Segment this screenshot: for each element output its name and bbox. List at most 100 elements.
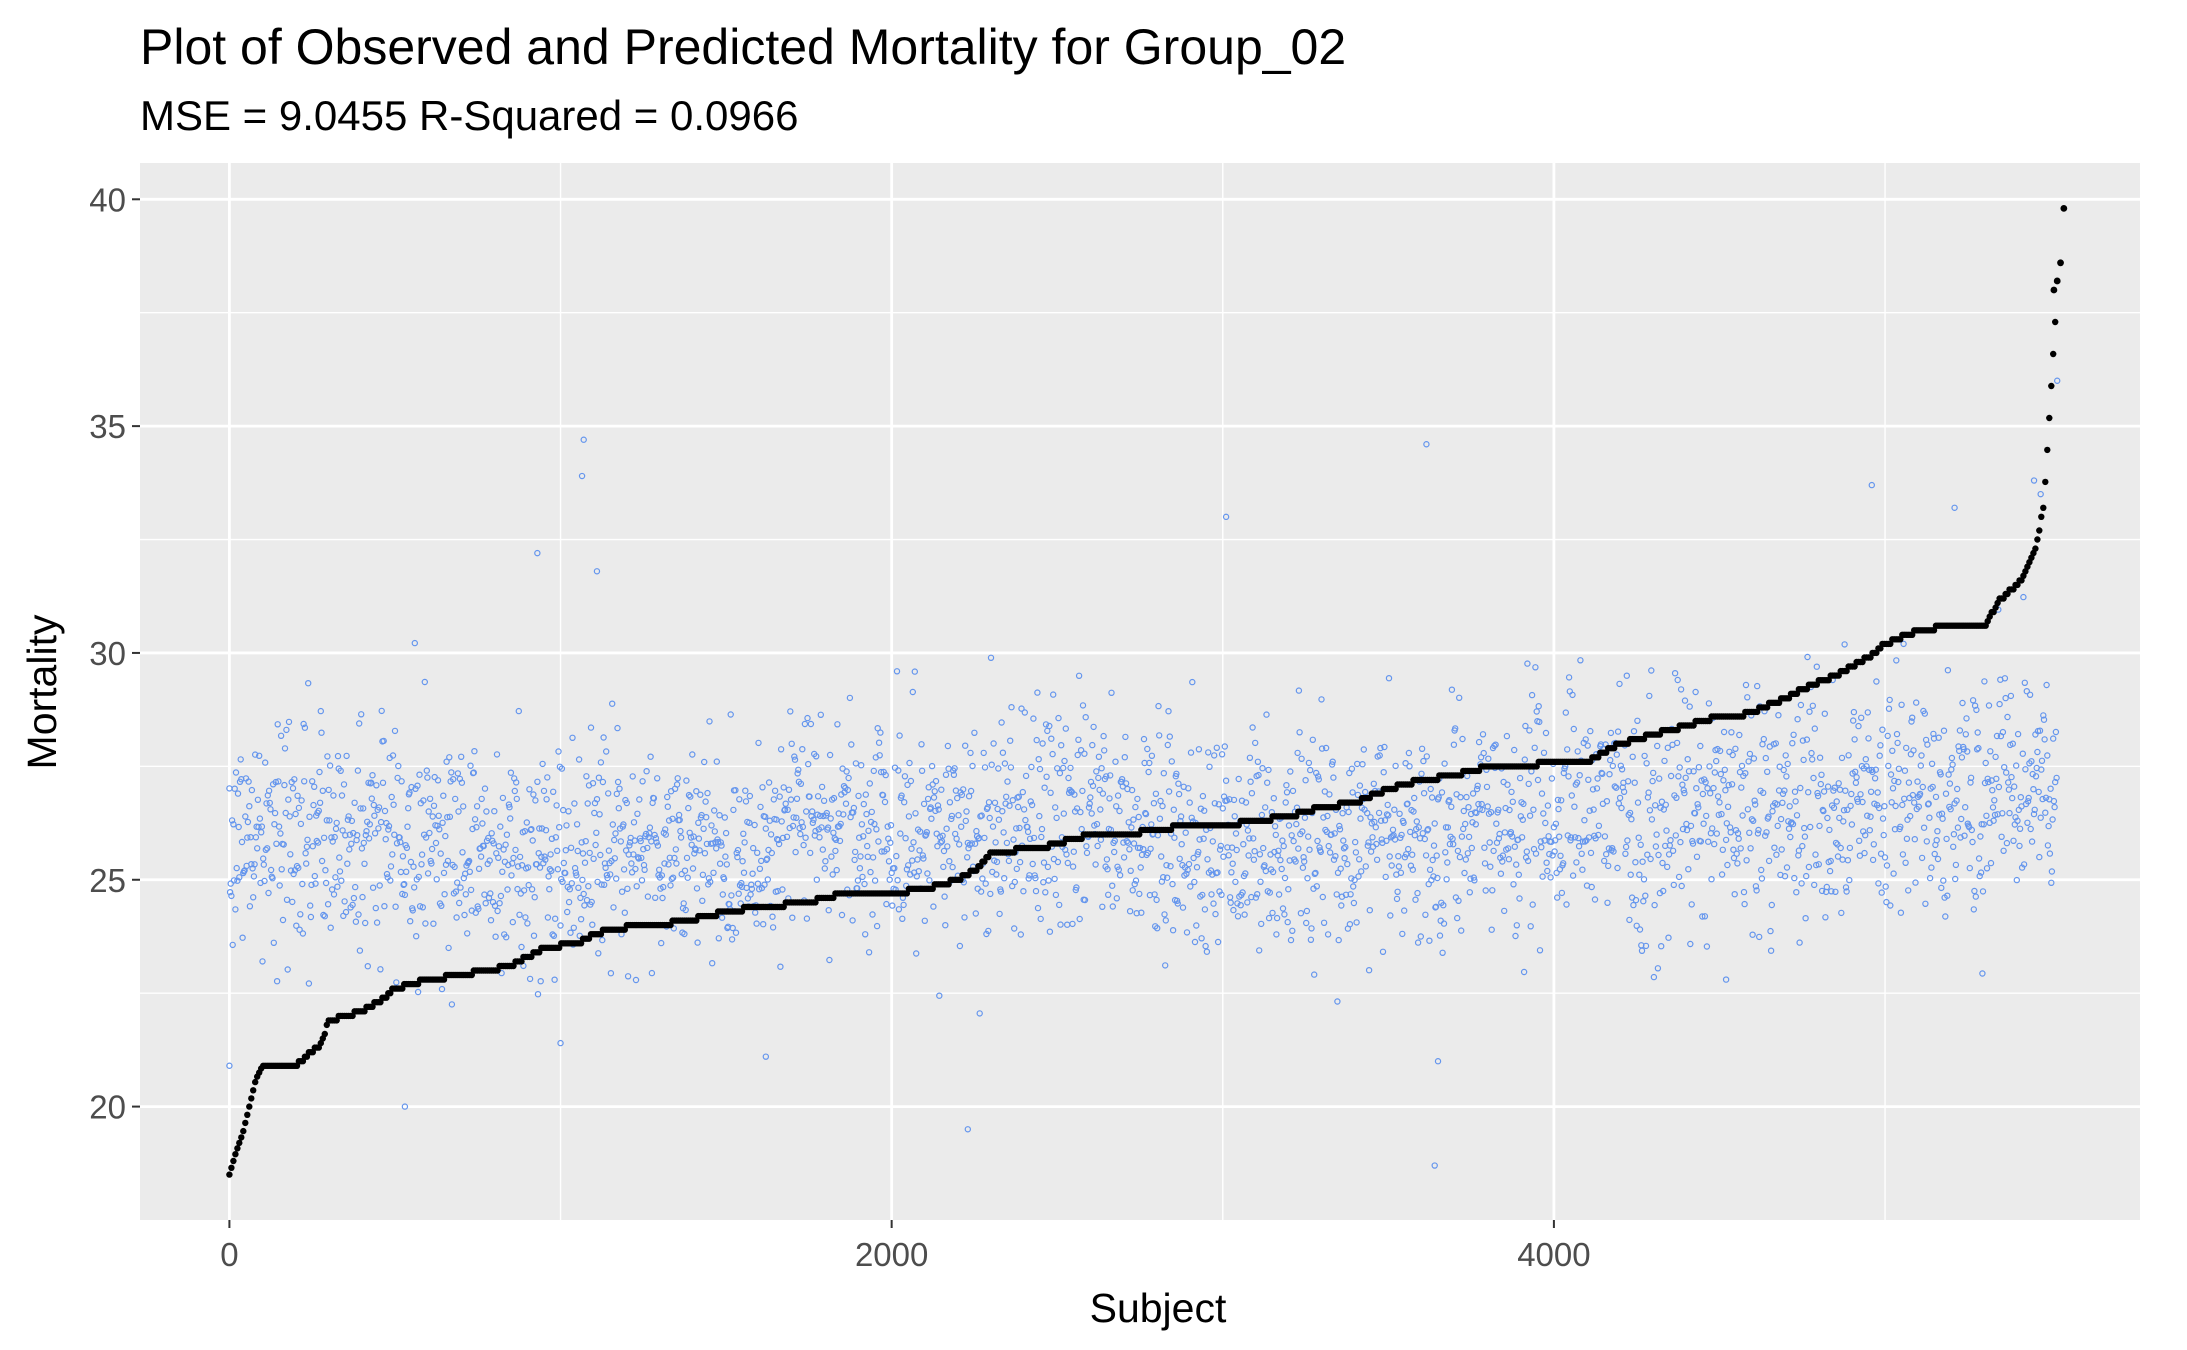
- observed-point: [1255, 947, 1263, 954]
- observed-point: [2008, 794, 2016, 802]
- observed-point: [653, 839, 660, 846]
- observed-point: [352, 883, 359, 891]
- observed-point: [1325, 842, 1332, 850]
- observed-point: [510, 854, 517, 862]
- observed-point: [1581, 817, 1588, 824]
- observed-point: [656, 866, 663, 874]
- observed-point: [1426, 866, 1434, 874]
- observed-point: [1210, 900, 1217, 907]
- observed-point: [1493, 820, 1500, 827]
- observed-point: [659, 894, 666, 902]
- observed-point: [1673, 739, 1681, 747]
- observed-point: [1248, 790, 1256, 797]
- observed-point: [1281, 911, 1288, 918]
- observed-point: [1213, 744, 1221, 752]
- observed-point: [1539, 873, 1546, 880]
- observed-point: [1485, 755, 1492, 762]
- observed-point: [1673, 794, 1680, 802]
- observed-point: [1746, 829, 1753, 837]
- observed-point: [1214, 869, 1221, 876]
- observed-point: [903, 866, 911, 873]
- observed-point: [1703, 943, 1711, 950]
- observed-point: [1999, 810, 2006, 817]
- observed-point: [1077, 808, 1084, 816]
- observed-point: [1176, 855, 1183, 863]
- observed-point: [1667, 837, 1674, 844]
- observed-point: [593, 829, 600, 837]
- observed-point: [1991, 797, 1998, 804]
- observed-point: [900, 901, 907, 909]
- observed-point: [605, 847, 613, 854]
- observed-point: [1086, 800, 1093, 807]
- observed-point: [454, 770, 462, 777]
- observed-point: [2032, 773, 2040, 780]
- observed-point: [1333, 891, 1340, 898]
- observed-point: [740, 830, 747, 838]
- observed-point: [376, 882, 383, 889]
- observed-point: [403, 844, 411, 852]
- observed-point: [267, 806, 274, 813]
- observed-point: [1664, 744, 1672, 752]
- observed-point: [673, 860, 680, 867]
- observed-point: [1356, 782, 1364, 789]
- observed-point: [1324, 812, 1331, 820]
- observed-point: [1738, 762, 1746, 770]
- observed-point: [1278, 865, 1285, 873]
- observed-point: [406, 789, 413, 796]
- observed-point: [1767, 927, 1774, 935]
- observed-point: [334, 883, 341, 890]
- observed-point: [816, 812, 824, 820]
- observed-point: [1899, 851, 1907, 858]
- observed-point: [1947, 806, 1954, 813]
- observed-point: [1778, 846, 1785, 853]
- observed-point: [632, 865, 639, 873]
- observed-point: [678, 870, 685, 878]
- observed-point: [985, 927, 992, 935]
- observed-point: [1429, 856, 1436, 864]
- observed-point: [292, 810, 299, 818]
- observed-point: [1716, 799, 1723, 806]
- observed-point: [497, 892, 505, 900]
- observed-point: [415, 873, 422, 881]
- observed-point: [1949, 843, 1957, 851]
- observed-point: [1093, 820, 1101, 828]
- observed-point: [1295, 845, 1302, 852]
- observed-point: [1081, 750, 1088, 757]
- observed-point: [652, 894, 659, 902]
- observed-point: [1772, 740, 1780, 747]
- observed-point: [340, 781, 348, 788]
- observed-point: [771, 787, 779, 795]
- observed-point: [687, 793, 694, 800]
- observed-point: [1062, 725, 1070, 732]
- observed-point: [1699, 913, 1706, 920]
- observed-point: [541, 853, 548, 860]
- observed-point: [1129, 887, 1136, 894]
- observed-point: [924, 870, 931, 877]
- observed-point: [238, 838, 246, 846]
- observed-point: [1418, 770, 1425, 778]
- observed-points: [226, 377, 2061, 1169]
- predicted-point: [2052, 318, 2059, 326]
- observed-point: [1657, 804, 1664, 811]
- observed-point: [1632, 859, 1639, 866]
- observed-point: [1168, 758, 1176, 765]
- observed-point: [1164, 741, 1172, 749]
- observed-point: [1922, 900, 1929, 908]
- observed-point: [689, 865, 697, 872]
- observed-point: [233, 864, 240, 872]
- observed-point: [618, 888, 626, 895]
- observed-point: [1690, 768, 1697, 775]
- observed-point: [1305, 759, 1313, 767]
- observed-point: [662, 831, 670, 838]
- observed-point: [2044, 842, 2052, 849]
- observed-point: [467, 762, 474, 769]
- observed-point: [918, 741, 925, 748]
- observed-point: [1574, 748, 1581, 755]
- observed-point: [647, 753, 654, 760]
- observed-point: [1459, 735, 1466, 743]
- observed-point: [1345, 808, 1352, 816]
- observed-point: [680, 900, 687, 907]
- observed-point: [1855, 837, 1863, 845]
- observed-point: [1235, 775, 1242, 783]
- observed-point: [1890, 870, 1897, 877]
